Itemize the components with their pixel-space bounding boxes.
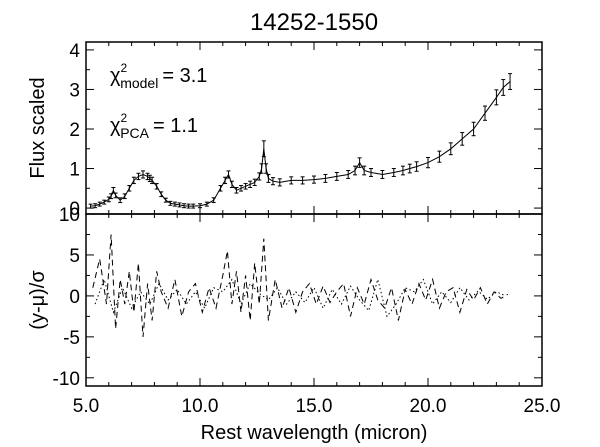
y-tick-label: 10 — [59, 205, 80, 226]
x-tick-label: 15.0 — [296, 396, 333, 417]
flux-panel: 0 1 2 3 4 Flux scaled 14252-1550 χ2 model = 3.1 χ2… — [27, 9, 543, 220]
y-axis-label: Flux scaled — [27, 77, 49, 178]
y-tick-label: -10 — [53, 369, 80, 390]
y-tick-label: 3 — [69, 80, 80, 101]
x-axis-label: Rest wavelength (micron) — [201, 422, 428, 444]
x-tick-label: 20.0 — [410, 396, 447, 417]
y-tick-label: 4 — [69, 41, 80, 62]
y-tick-label: 0 — [69, 287, 80, 308]
y-tick-label: 1 — [69, 160, 80, 181]
x-tick-label: 10.0 — [182, 396, 219, 417]
residual-panel: -10 -5 0 5 10 (y-μ)/σ 5.0 10.0 15.0 20.0 25.0 Rest … — [27, 205, 560, 444]
chi-square-annotation: χ2 model = 3.1 — [110, 61, 207, 91]
x-tick-label: 25.0 — [524, 396, 561, 417]
y-axis-label: (y-μ)/σ — [27, 270, 49, 330]
x-tick-label: 5.0 — [73, 396, 99, 417]
y-tick-label: 0 — [69, 199, 80, 220]
y-tick-label: 2 — [69, 120, 80, 141]
y-tick-label: 5 — [69, 246, 80, 267]
y-tick-label: -5 — [63, 328, 80, 349]
series-line-dashed — [92, 234, 509, 337]
chi-square-annotation: χ2 PCA = 1.1 — [110, 111, 198, 141]
series-line-line-with-errorbars — [90, 81, 511, 207]
chart-title: 14252-1550 — [250, 9, 378, 36]
